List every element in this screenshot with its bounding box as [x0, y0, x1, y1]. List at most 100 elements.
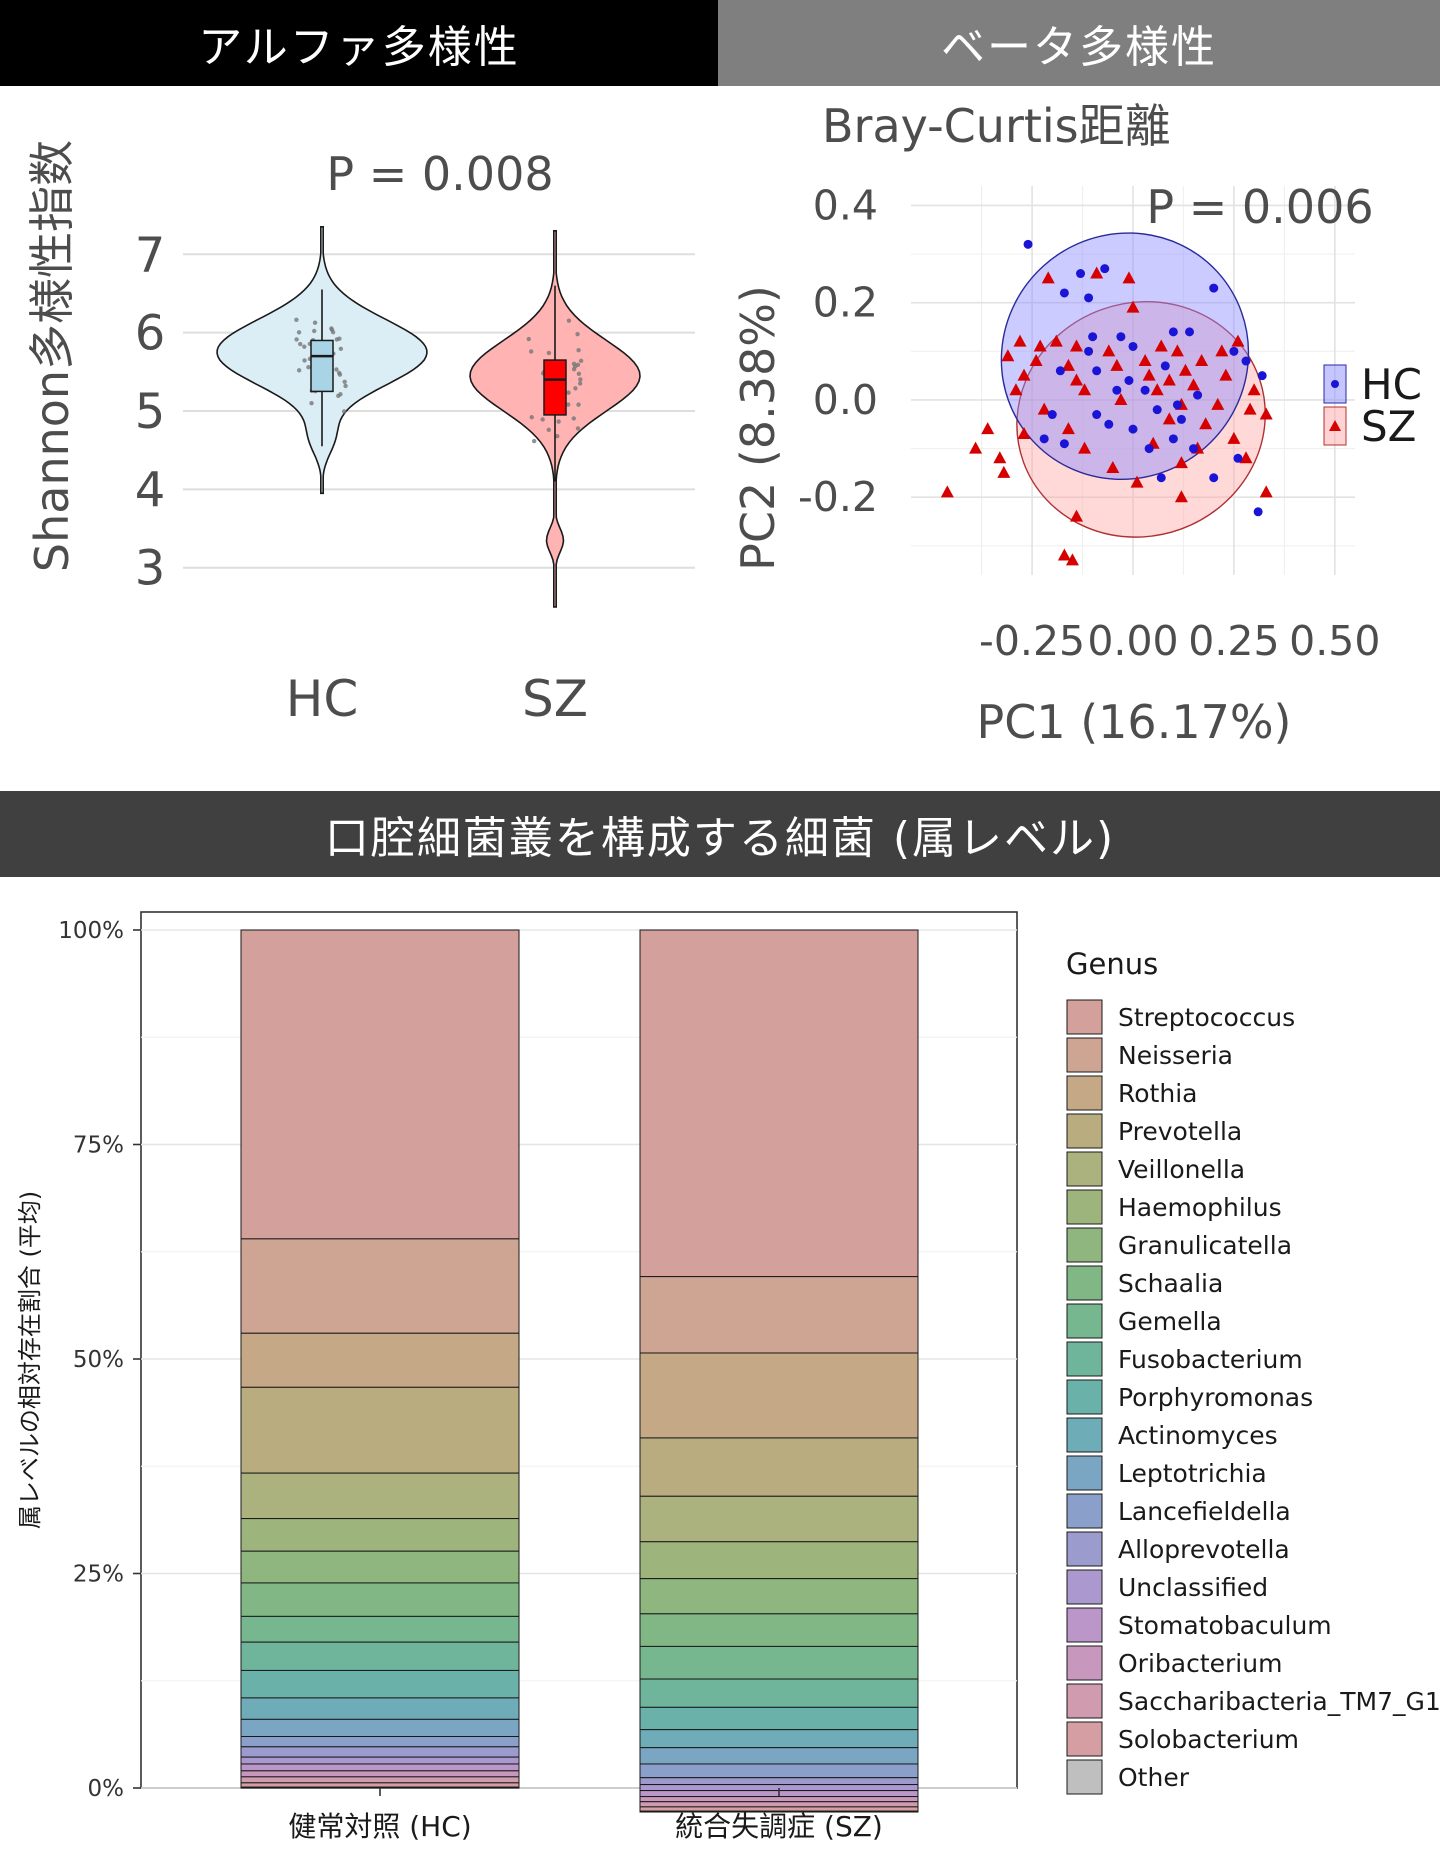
genus-legend-label: Veillonella [1118, 1155, 1245, 1184]
sz-point [1239, 451, 1253, 464]
sz-point [1162, 373, 1176, 386]
sz-point [1069, 339, 1083, 352]
genus-legend-label: Saccharibacteria_TM7_G1 [1118, 1687, 1440, 1716]
violin-y-axis-label: Shannon多様性指数 [25, 140, 79, 572]
bar-segment-veillonella [240, 1472, 520, 1520]
sz-iqr-box [543, 359, 567, 416]
bar-segment-alloprevotella [240, 1746, 520, 1758]
genus-legend-label: Fusobacterium [1118, 1345, 1303, 1374]
hc-point [1209, 283, 1219, 293]
sz-point [1142, 368, 1156, 381]
genus-stacked-bar-chart: 0% 25% 50% 75% 100% 属レベルの相対存在割合 (平均) 健常対照 (HC)… [16, 911, 1440, 1843]
genus-legend-swatch [1066, 1607, 1103, 1643]
genus-legend-swatch [1066, 1417, 1103, 1453]
sz-point [1199, 417, 1213, 430]
pcoa-y-axis-label: PC2 (8.38%) [731, 285, 785, 571]
sz-point [1231, 334, 1245, 347]
hc-jitter-point [298, 341, 303, 347]
genus-legend-swatch [1066, 1341, 1103, 1377]
hc-point [1039, 434, 1049, 444]
sz-jitter-point [566, 318, 572, 323]
hc-point [1088, 332, 1098, 342]
hc-point [1128, 341, 1138, 351]
genus-legend-label: Schaalia [1118, 1269, 1223, 1298]
genus-legend-label: Streptococcus [1118, 1003, 1295, 1032]
sz-point [1259, 407, 1273, 420]
genus-legend-swatch [1066, 1569, 1103, 1605]
hc-point [1084, 293, 1094, 303]
sz-jitter-point [529, 415, 534, 420]
sz-point [1122, 271, 1136, 284]
sz-point [1033, 339, 1047, 352]
hc-point [1055, 366, 1065, 376]
sz-point [1065, 553, 1079, 566]
genus-legend-swatch [1066, 1151, 1103, 1187]
genus-legend-swatch [1066, 1759, 1103, 1795]
bar-segment-stomatobaculum [240, 1763, 520, 1772]
bar-segment-neisseria [639, 1276, 919, 1354]
sz-point [1247, 383, 1261, 396]
hc-iqr-box [310, 339, 334, 393]
sz-point [1215, 344, 1229, 357]
bar-segment-unclassified [240, 1756, 520, 1765]
hc-jitter-point [336, 393, 341, 399]
bar-segment-rothia [240, 1332, 520, 1388]
hc-jitter-point [343, 383, 348, 389]
bar-segment-haemophilus [639, 1541, 919, 1580]
hc-point [1185, 327, 1195, 337]
genus-legend-label: Actinomyces [1118, 1421, 1278, 1450]
sz-jitter-point [578, 377, 583, 382]
bar-segment-haemophilus [240, 1518, 520, 1552]
bar-segment-streptococcus [240, 929, 520, 1240]
bar-segment-schaalia [639, 1613, 919, 1647]
bar-y-tick-label: 75% [73, 1133, 124, 1159]
bar-y-tick-label: 50% [73, 1347, 124, 1373]
genus-legend-label: Granulicatella [1118, 1231, 1292, 1260]
pcoa-x-tick-label: 0.00 [1087, 617, 1178, 665]
pcoa-legend-label-hc: HC [1361, 360, 1422, 409]
hc-point [1152, 405, 1162, 415]
bar-segment-porphyromonas [639, 1706, 919, 1731]
hc-point [1116, 332, 1126, 342]
violin-y-tick-label: 4 [135, 462, 166, 518]
hc-jitter-point [296, 330, 302, 335]
sz-point [1061, 358, 1075, 371]
bar-y-tick-label: 100% [58, 918, 124, 944]
hc-point [1092, 366, 1102, 376]
hc-point [1257, 371, 1267, 381]
genus-legend-label: Stomatobaculum [1118, 1611, 1332, 1640]
sz-point [1138, 354, 1152, 367]
violin-x-tick-hc: HC [286, 670, 359, 728]
bar-segment-lancefieldella [240, 1736, 520, 1748]
violin-y-tick-label: 7 [135, 227, 166, 283]
sz-jitter-point [577, 381, 583, 386]
bar-segment-prevotella [639, 1437, 919, 1497]
hc-jitter-point [342, 379, 347, 385]
bar-segment-gemella [240, 1615, 520, 1643]
hc-jitter-point [334, 337, 340, 342]
sz-jitter-point [575, 362, 581, 367]
bar-x-tick-label: 統合失調症 (SZ) [675, 1810, 883, 1843]
sz-point [1017, 426, 1031, 439]
bar-x-tick-label: 健常対照 (HC) [288, 1810, 471, 1843]
bar-segment-alloprevotella [639, 1777, 919, 1786]
sz-point [1259, 485, 1273, 498]
hc-point [1076, 269, 1086, 279]
pcoa-legend-label-sz: SZ [1361, 402, 1416, 451]
sz-point [1110, 358, 1124, 371]
genus-legend-swatch [1066, 1455, 1103, 1491]
hc-point [1084, 346, 1094, 356]
hc-point [1172, 400, 1182, 410]
sz-point [1061, 422, 1075, 435]
bar-segment-saccharibacteria_tm7_g1 [639, 1801, 919, 1808]
bar-segment-granulicatella [240, 1550, 520, 1584]
violin-title: P = 0.008 [326, 147, 553, 201]
bar-y-tick-label: 0% [88, 1776, 125, 1802]
hc-point [1144, 444, 1154, 454]
bar-segment-saccharibacteria_tm7_g1 [240, 1776, 520, 1784]
hc-point [1092, 410, 1102, 420]
bar-segment-prevotella [240, 1386, 520, 1474]
genus-legend-swatch [1066, 1265, 1103, 1301]
genus-legend-swatch [1066, 1531, 1103, 1567]
hc-point [1241, 356, 1251, 366]
